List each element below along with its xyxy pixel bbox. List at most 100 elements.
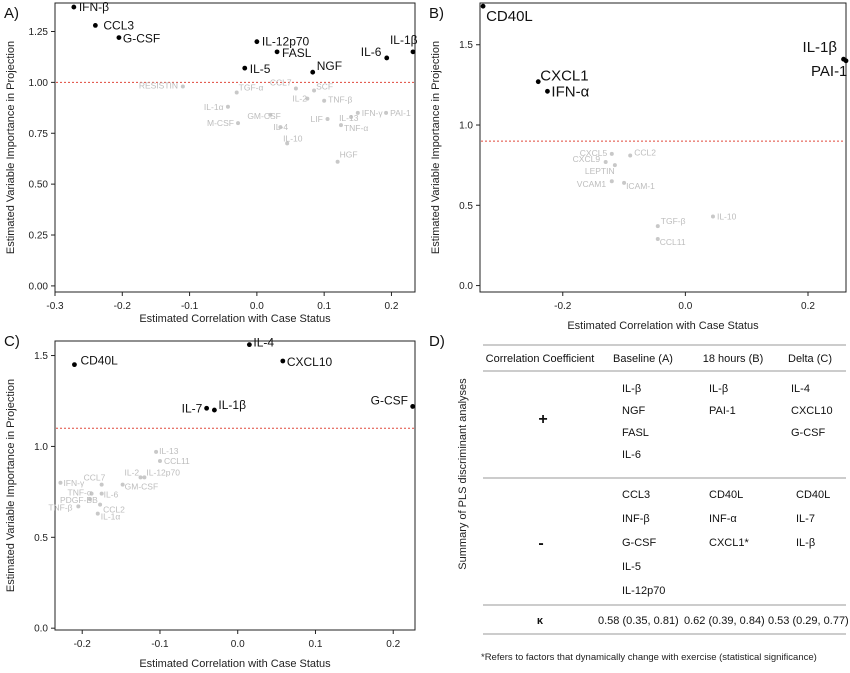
point-label: IL-13 bbox=[159, 446, 179, 456]
point-label: IL-12p70 bbox=[262, 35, 310, 49]
data-point bbox=[274, 49, 280, 55]
data-point bbox=[285, 141, 290, 146]
data-point bbox=[95, 511, 100, 516]
x-tick-label: 0.0 bbox=[231, 639, 245, 650]
x-tick-label: -0.1 bbox=[181, 301, 199, 312]
point-label: CXCL9 bbox=[573, 154, 601, 164]
data-point bbox=[843, 58, 849, 64]
table-cell: IL-6 bbox=[622, 449, 641, 461]
data-point bbox=[410, 49, 416, 55]
data-point bbox=[236, 121, 241, 126]
data-point bbox=[280, 358, 286, 364]
data-point bbox=[355, 110, 360, 115]
point-label: LEPTIN bbox=[585, 166, 615, 176]
data-point bbox=[312, 88, 317, 93]
y-tick-label: 0.5 bbox=[34, 533, 48, 544]
x-tick-label: -0.3 bbox=[46, 301, 64, 312]
x-axis-label: Estimated Correlation with Case Status bbox=[567, 320, 759, 332]
point-label: IL-6 bbox=[361, 45, 382, 59]
table-cell: INF-β bbox=[622, 513, 650, 525]
data-point bbox=[234, 90, 239, 95]
table-cell: CXCL1* bbox=[709, 537, 749, 549]
panel-c: C) -0.2 -0.1 0.0 0.1 0.2 0.0 0.5 1.0 1.5 Estimated… bbox=[4, 333, 416, 670]
point-label: GM-CSF bbox=[247, 111, 281, 121]
table-cell: CD40L bbox=[709, 489, 743, 501]
panel-label: B) bbox=[429, 5, 444, 22]
table-header: Baseline (A) bbox=[613, 353, 673, 365]
data-point bbox=[384, 55, 390, 61]
point-label: CCL7 bbox=[270, 77, 292, 87]
data-point bbox=[76, 504, 81, 509]
data-point bbox=[116, 35, 122, 40]
data-point bbox=[142, 475, 147, 480]
x-tick-label: 0.0 bbox=[250, 301, 264, 312]
point-label: CCL11 bbox=[164, 456, 190, 466]
table-side-label: Summary of PLS discriminant analyses bbox=[457, 378, 469, 570]
point-label: CD40L bbox=[486, 8, 533, 25]
data-point bbox=[655, 237, 660, 242]
point-label: IFN-γ bbox=[63, 478, 85, 488]
y-tick-label: 0.0 bbox=[34, 624, 48, 635]
data-point bbox=[609, 179, 614, 184]
data-point bbox=[254, 39, 260, 45]
data-point bbox=[92, 22, 98, 28]
x-tick-label: 0.2 bbox=[386, 639, 400, 650]
y-tick-label: 0.25 bbox=[29, 231, 49, 242]
data-point bbox=[154, 449, 159, 454]
data-point bbox=[335, 159, 340, 164]
table-cell: IL-7 bbox=[796, 513, 815, 525]
y-tick-label: 1.25 bbox=[29, 27, 49, 38]
point-label: IL-1β bbox=[390, 33, 418, 47]
table-cell: IL-β bbox=[796, 537, 815, 549]
point-label: TGF-α bbox=[239, 83, 264, 93]
panel-label: D) bbox=[429, 333, 445, 350]
y-tick-label: 1.5 bbox=[459, 40, 473, 51]
point-label: IL-5 bbox=[250, 62, 271, 76]
data-point bbox=[138, 475, 143, 480]
point-label: TNF-α bbox=[68, 488, 92, 498]
table-cell: IL-5 bbox=[622, 561, 641, 573]
point-label: G-CSF bbox=[123, 32, 160, 46]
table-header: Delta (C) bbox=[788, 353, 832, 365]
point-label: IFN-β bbox=[79, 0, 109, 14]
data-point bbox=[325, 117, 330, 122]
x-tick-label: 0.1 bbox=[309, 639, 323, 650]
table-cell: IL-12p70 bbox=[622, 585, 665, 597]
data-point bbox=[410, 404, 416, 409]
plot-frame bbox=[479, 2, 847, 293]
x-axis-label: Estimated Correlation with Case Status bbox=[139, 313, 331, 325]
y-tick-label: 1.5 bbox=[34, 351, 48, 362]
point-label: RESISTIN bbox=[139, 80, 178, 90]
x-axis-label: Estimated Correlation with Case Status bbox=[139, 658, 331, 670]
point-label: SCF bbox=[316, 82, 333, 92]
point-label: IFN-γ bbox=[362, 108, 384, 118]
point-label: IL-7 bbox=[182, 401, 203, 415]
panel-label: A) bbox=[4, 5, 19, 22]
y-tick-label: 0.0 bbox=[459, 281, 473, 292]
point-label: IL-6 bbox=[104, 490, 119, 500]
y-tick-label: 0.5 bbox=[459, 201, 473, 212]
table-cell: IL-β bbox=[709, 383, 728, 395]
table-cell: CCL3 bbox=[622, 489, 650, 501]
data-point bbox=[349, 114, 354, 119]
table-cell: PAI-1 bbox=[709, 405, 736, 417]
point-label: IFN-α bbox=[551, 83, 589, 100]
y-tick-label: 1.0 bbox=[34, 442, 48, 453]
table-cell: 0.62 (0.39, 0.84) bbox=[684, 615, 765, 627]
table-footnote: *Refers to factors that dynamically chan… bbox=[481, 652, 817, 663]
point-label: VCAM1 bbox=[577, 179, 607, 189]
x-tick-label: 0.2 bbox=[384, 301, 398, 312]
table-cell: NGF bbox=[622, 405, 646, 417]
point-label: CCL11 bbox=[660, 237, 686, 247]
x-tick-label: 0.2 bbox=[801, 301, 815, 312]
data-point bbox=[120, 482, 125, 487]
point-label: GM-CSF bbox=[125, 482, 159, 492]
table-header: Correlation Coefficient bbox=[486, 353, 595, 365]
point-label: FASL bbox=[282, 46, 312, 60]
point-label: IL-1α bbox=[101, 512, 121, 522]
data-point bbox=[535, 79, 541, 85]
data-point bbox=[225, 104, 230, 109]
data-point bbox=[603, 159, 608, 164]
point-label: IL-13 bbox=[339, 113, 359, 123]
